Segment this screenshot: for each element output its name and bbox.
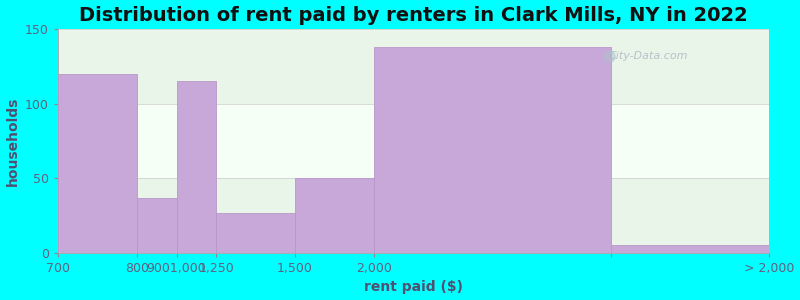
Text: City-Data.com: City-Data.com <box>609 51 688 61</box>
Bar <box>374 47 611 253</box>
Bar <box>58 178 770 253</box>
Bar <box>177 81 216 253</box>
Bar <box>295 178 374 253</box>
Title: Distribution of rent paid by renters in Clark Mills, NY in 2022: Distribution of rent paid by renters in … <box>79 6 748 25</box>
Bar <box>58 29 770 103</box>
Y-axis label: households: households <box>6 96 19 186</box>
X-axis label: rent paid ($): rent paid ($) <box>364 280 463 294</box>
Bar <box>611 245 770 253</box>
Bar <box>137 198 177 253</box>
Bar <box>58 103 770 178</box>
Bar <box>216 212 295 253</box>
Bar <box>58 74 137 253</box>
